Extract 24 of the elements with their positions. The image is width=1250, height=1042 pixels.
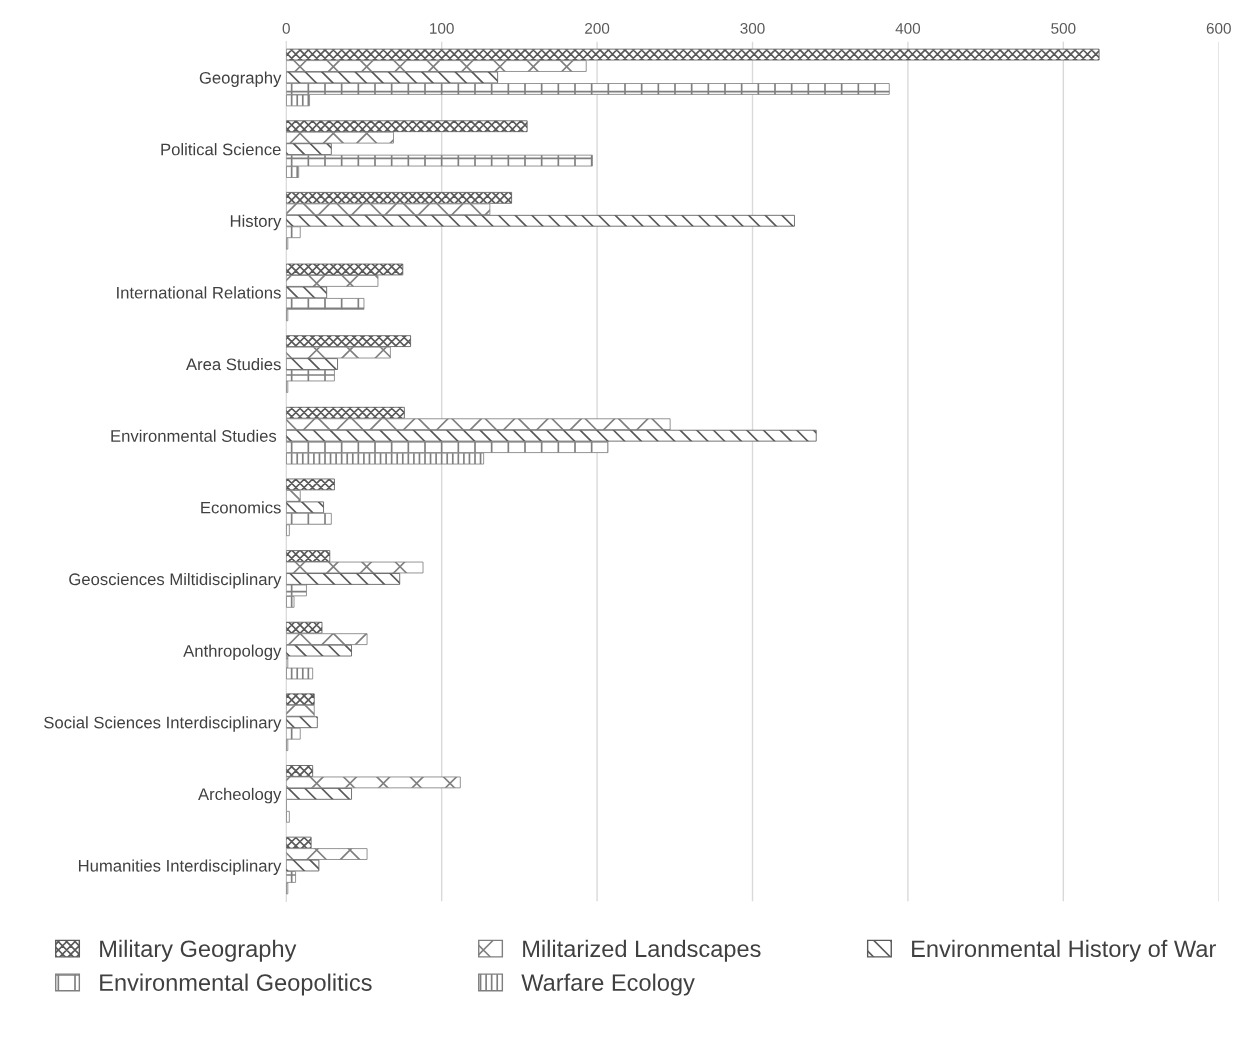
legend-label: Environmental History of War — [912, 939, 1216, 962]
y-tick-label: History — [230, 214, 282, 231]
x-tick-label: 600 — [1206, 22, 1231, 34]
y-tick-label: Social Sciences Interdisciplinary — [44, 716, 282, 732]
y-tick-label: Geography — [199, 71, 282, 87]
y-tick-label: Geosciences Miltidisciplinary — [69, 572, 282, 589]
x-tick-label: 100 — [430, 22, 454, 34]
x-tick-label: 400 — [895, 22, 921, 34]
x-tick-label: 300 — [740, 22, 765, 34]
y-tick-label: Political Science — [161, 143, 281, 156]
x-tick-label: 0 — [282, 22, 290, 34]
y-tick-label: Environmental Studies — [111, 429, 277, 442]
x-tick-label: 500 — [1051, 22, 1076, 34]
x-tick-label: 200 — [585, 22, 610, 34]
y-tick-label: Humanities Interdisciplinary — [78, 859, 282, 876]
y-tick-label: International Relations — [117, 286, 281, 299]
legend-label: Warfare Ecology — [521, 973, 695, 996]
legend-label: Military Geography — [100, 939, 297, 962]
legend-label: Militarized Landscapes — [523, 939, 761, 962]
y-tick-label: Anthropology — [183, 644, 282, 661]
y-tick-label: Area Studies — [186, 358, 281, 371]
y-tick-label: Archeology — [198, 787, 282, 804]
legend-label: Environmental Geopolitics — [100, 973, 372, 996]
y-tick-label: Economics — [201, 501, 281, 514]
